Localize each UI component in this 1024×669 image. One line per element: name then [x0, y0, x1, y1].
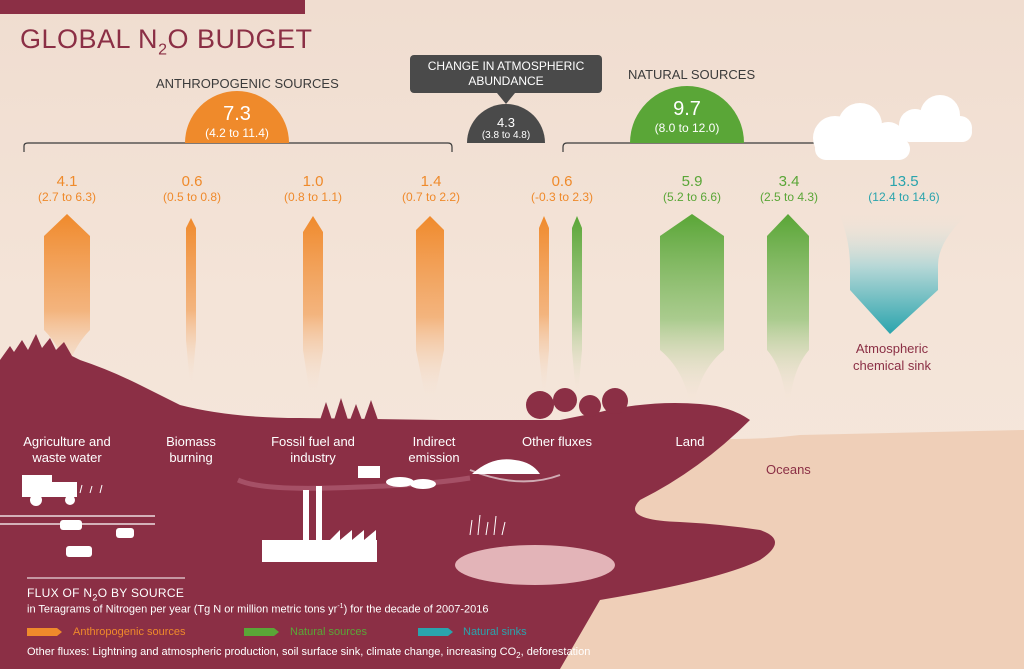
anthropogenic-total: 7.3 (4.2 to 11.4) — [185, 103, 289, 140]
flux-value: 4.1 — [56, 173, 78, 190]
natural-total-dome — [630, 86, 744, 143]
factory-icon — [262, 486, 377, 562]
flux-value: 0.6 — [181, 173, 203, 190]
change-callout: CHANGE IN ATMOSPHERIC ABUNDANCE — [410, 55, 602, 93]
label-sink: Atmospheric chemical sink — [852, 341, 932, 373]
flux-biomass: 0.6 (0.5 to 0.8) — [140, 173, 244, 204]
label-other: Other fluxes — [521, 434, 593, 449]
anthropogenic-total-dome — [185, 91, 289, 143]
legend-anthropogenic-arrow — [27, 628, 62, 636]
change-total: 4.3 (3.8 to 4.8) — [467, 115, 545, 141]
tractor-icon — [22, 475, 77, 506]
mound-icon — [472, 459, 540, 474]
flux-sink: 13.5 (12.4 to 14.6) — [850, 173, 958, 204]
label-fossil: Fossil fuel and industry — [271, 434, 355, 465]
flux-value: 0.6 — [551, 173, 573, 190]
flux-value: 3.4 — [778, 173, 800, 190]
ocean-area — [560, 430, 1024, 669]
anthropogenic-bracket — [23, 142, 453, 152]
natural-label: NATURAL SOURCES — [628, 67, 756, 82]
anthropogenic-total-value: 7.3 — [223, 103, 251, 125]
arrow-indirect — [416, 216, 444, 400]
flux-land: 5.9 (5.2 to 6.6) — [640, 173, 744, 204]
land-mass — [0, 356, 775, 669]
flux-range: (-0.3 to 2.3) — [530, 190, 594, 204]
natural-total-range: (8.0 to 12.0) — [654, 121, 720, 135]
arrow-land — [660, 214, 724, 405]
arrow-agriculture — [44, 214, 90, 390]
flux-range: (0.7 to 2.2) — [401, 190, 461, 204]
arrow-biomass — [186, 218, 196, 385]
flux-oceans: 3.4 (2.5 to 4.3) — [737, 173, 841, 204]
plant-icon — [358, 466, 436, 489]
legend-units: in Teragrams of Nitrogen per year (Tg N … — [27, 603, 489, 616]
anthropogenic-label: ANTHROPOGENIC SOURCES — [156, 76, 339, 91]
arrow-sink — [838, 210, 972, 334]
flux-fossil: 1.0 (0.8 to 1.1) — [260, 173, 366, 204]
arrow-other-anthropogenic — [539, 216, 549, 395]
anthropogenic-total-range: (4.2 to 11.4) — [205, 126, 269, 140]
flux-value: 13.5 — [889, 173, 919, 190]
page-title: GLOBAL N2O BUDGET — [20, 24, 313, 59]
flux-agriculture: 4.1 (2.7 to 6.3) — [14, 173, 120, 204]
label-agriculture: Agriculture and waste water — [23, 434, 111, 465]
label-oceans: Oceans — [766, 462, 811, 477]
legend-sinks: Natural sinks — [463, 626, 527, 638]
arrow-oceans — [767, 214, 809, 405]
flux-arrows — [44, 214, 809, 405]
trees-center — [320, 388, 628, 420]
legend-title: FLUX OF N2O BY SOURCE — [27, 586, 185, 603]
flux-range: (2.5 to 4.3) — [759, 190, 819, 204]
flux-indirect: 1.4 (0.7 to 2.2) — [378, 173, 484, 204]
callout-pointer — [497, 93, 515, 104]
legend-natural-arrow — [244, 628, 279, 636]
label-land: Land — [675, 434, 705, 449]
change-total-value: 4.3 — [496, 115, 516, 130]
flux-range: (0.5 to 0.8) — [162, 190, 222, 204]
change-total-dome — [467, 104, 545, 143]
flux-other: 0.6 (-0.3 to 2.3) — [496, 173, 628, 204]
top-banner — [0, 0, 305, 14]
legend-anthropogenic: Anthropogenic sources — [73, 626, 186, 638]
change-total-range: (3.8 to 4.8) — [481, 130, 531, 141]
cloud-icon — [813, 95, 972, 160]
trees-left — [0, 334, 80, 360]
legend-natural: Natural sources — [290, 626, 368, 638]
flux-value: 1.4 — [420, 173, 442, 190]
flux-value: 5.9 — [681, 173, 703, 190]
flux-value: 1.0 — [302, 173, 324, 190]
natural-bracket — [562, 142, 821, 152]
legend-note: Other fluxes: Lightning and atmospheric … — [27, 646, 591, 661]
grass-icon — [79, 484, 506, 536]
flux-range: (0.8 to 1.1) — [283, 190, 343, 204]
flux-range: (5.2 to 6.6) — [662, 190, 722, 204]
label-biomass: Biomass burning — [166, 434, 216, 465]
cow-icon — [60, 520, 134, 557]
flux-range: (12.4 to 14.6) — [868, 190, 940, 204]
natural-total: 9.7 (8.0 to 12.0) — [630, 98, 744, 135]
arrow-fossil — [303, 216, 323, 395]
label-indirect: Indirect emission — [408, 434, 460, 465]
natural-total-value: 9.7 — [673, 98, 701, 120]
arrow-other-natural — [572, 216, 582, 395]
pond — [455, 545, 615, 585]
legend-sink-arrow — [418, 628, 453, 636]
flux-range: (2.7 to 6.3) — [37, 190, 97, 204]
